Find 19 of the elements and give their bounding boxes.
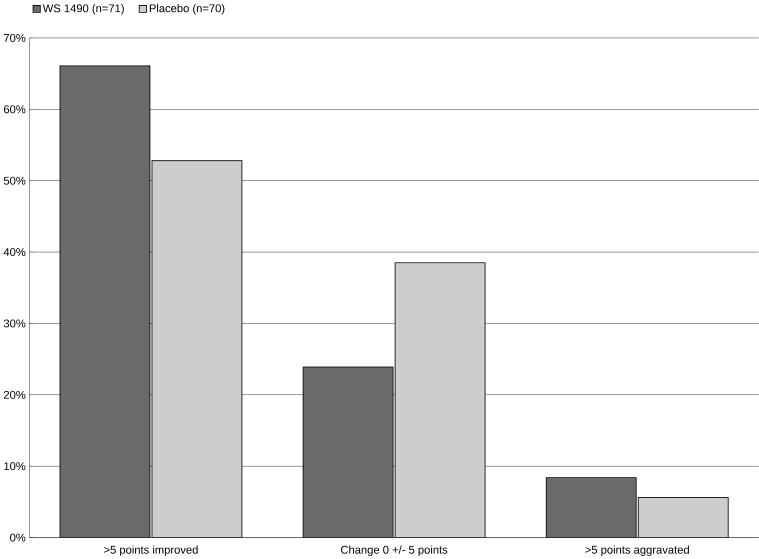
y-tick-label: 10%: [4, 462, 26, 470]
x-tick-label: Change 0 +/- 5 points: [341, 545, 448, 556]
legend-label: Placebo (n=70): [150, 4, 224, 14]
y-tick-label: 40%: [4, 248, 26, 256]
y-tick-label: 20%: [4, 390, 26, 399]
bar: [302, 366, 394, 538]
y-tick-label: 70%: [4, 34, 26, 42]
bar: [638, 497, 729, 538]
bar: [60, 65, 150, 538]
y-tick-label: 60%: [4, 105, 26, 114]
y-tick-label: 30%: [4, 319, 26, 328]
x-tick-label: >5 points aggravated: [585, 545, 689, 556]
y-tick-label: 50%: [4, 176, 26, 185]
y-tick-label: 0%: [10, 533, 26, 542]
x-tick-label: >5 points improved: [104, 545, 198, 556]
bar: [152, 160, 242, 538]
legend-label: WS 1490 (n=71): [42, 4, 124, 14]
bar: [394, 262, 486, 538]
bar: [546, 477, 637, 538]
